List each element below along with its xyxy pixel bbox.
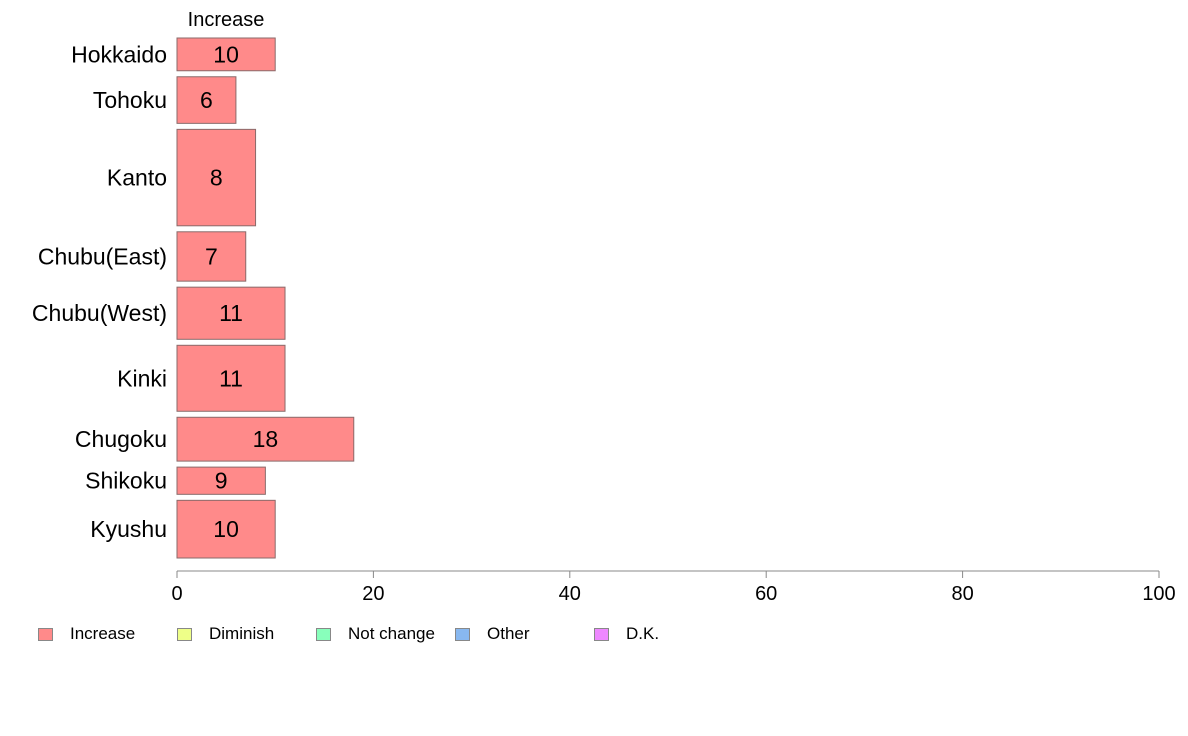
- x-tick-label-40: 40: [559, 583, 581, 605]
- bar-chubu-west: [176, 286, 286, 340]
- legend-label-other: Other: [487, 624, 530, 643]
- legend-item-increase: Increase: [38, 624, 177, 644]
- series-title: Increase: [188, 9, 265, 31]
- bar-chugoku: [176, 416, 355, 462]
- bar-kinki: [176, 344, 286, 412]
- legend-label-diminish: Diminish: [209, 624, 275, 643]
- data-label-kyushu: 10: [213, 516, 239, 542]
- x-tick-label-0: 0: [171, 583, 182, 605]
- legend-swatch-diminish: [177, 627, 192, 641]
- category-label-chubu-west: Chubu(West): [32, 300, 167, 326]
- category-label-shikoku: Shikoku: [85, 468, 167, 494]
- bar-chubu-east: [176, 231, 247, 282]
- data-label-chubu-west: 11: [219, 300, 243, 326]
- data-label-hokkaido: 10: [213, 41, 239, 67]
- data-label-kanto: 8: [210, 165, 223, 191]
- data-label-chubu-east: 7: [205, 243, 218, 269]
- category-label-kinki: Kinki: [117, 365, 167, 391]
- bar-hokkaido: [176, 37, 276, 72]
- data-label-chugoku: 18: [253, 426, 279, 452]
- legend-swatch-not-change: [316, 627, 331, 641]
- x-tick-label-60: 60: [755, 583, 777, 605]
- legend-label-dk: D.K.: [626, 624, 660, 643]
- bar-kanto: [176, 128, 257, 227]
- legend-item-dk: D.K.: [594, 624, 733, 644]
- x-tick-label-100: 100: [1142, 583, 1175, 605]
- legend-item-diminish: Diminish: [177, 624, 316, 644]
- category-label-tohoku: Tohoku: [93, 87, 167, 113]
- legend-item-not-change: Not change: [316, 624, 455, 644]
- category-label-chubu-east: Chubu(East): [38, 243, 167, 269]
- legend-swatch-increase: [38, 627, 53, 641]
- legend-label-increase: Increase: [70, 624, 136, 643]
- category-label-kyushu: Kyushu: [90, 516, 167, 542]
- legend-item-other: Other: [455, 624, 594, 644]
- legend-swatch-dk: [594, 627, 609, 641]
- category-label-kanto: Kanto: [107, 165, 167, 191]
- bar-kyushu: [176, 499, 276, 559]
- data-label-shikoku: 9: [215, 468, 228, 494]
- legend-label-not-change: Not change: [348, 624, 435, 643]
- data-label-kinki: 11: [219, 365, 243, 391]
- bar-tohoku: [176, 76, 237, 124]
- category-label-hokkaido: Hokkaido: [71, 41, 167, 67]
- legend: Increase Diminish Not change Other D.K.: [38, 624, 733, 644]
- data-label-tohoku: 6: [200, 87, 213, 113]
- category-label-chugoku: Chugoku: [75, 426, 167, 452]
- x-tick-label-80: 80: [951, 583, 973, 605]
- legend-swatch-other: [455, 627, 470, 641]
- bar-shikoku: [176, 466, 266, 495]
- x-tick-label-20: 20: [362, 583, 384, 605]
